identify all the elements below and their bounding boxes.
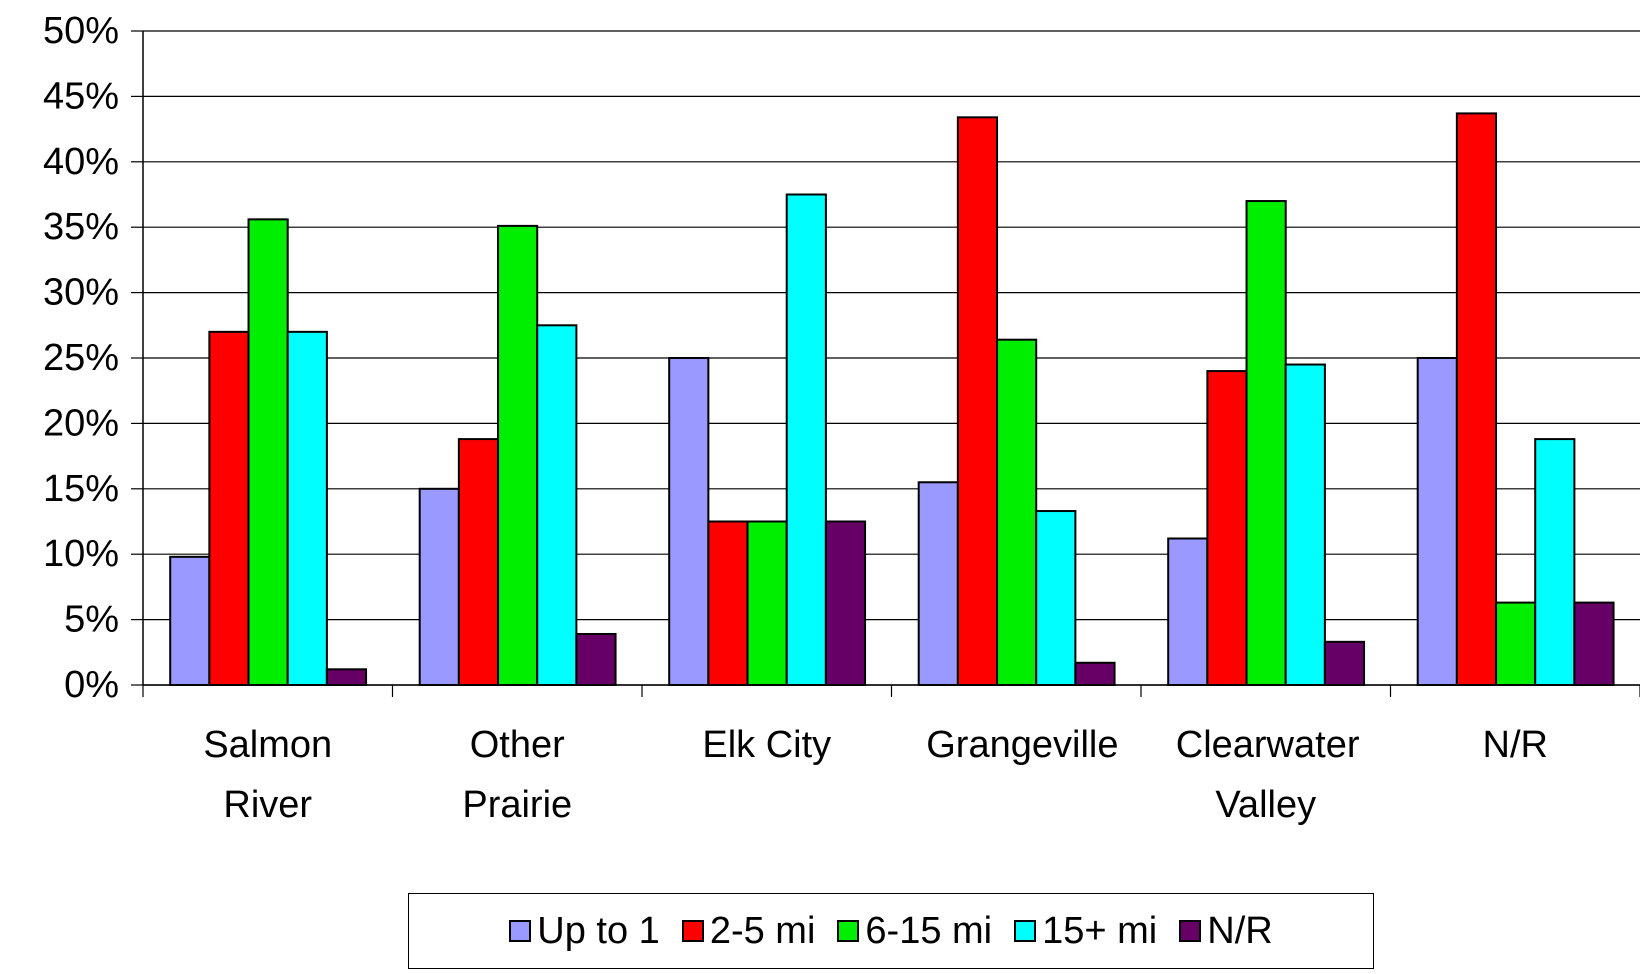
bar bbox=[1074, 661, 1116, 686]
bar bbox=[1167, 537, 1209, 687]
bar bbox=[575, 632, 617, 686]
y-tick-label: 5% bbox=[64, 599, 119, 641]
x-tick-label: N/R bbox=[1390, 715, 1640, 775]
bar bbox=[824, 520, 867, 686]
bar bbox=[917, 481, 959, 687]
y-tick-label: 20% bbox=[43, 402, 119, 444]
bar bbox=[1245, 200, 1287, 686]
legend-swatch bbox=[837, 920, 860, 942]
bar bbox=[1323, 640, 1366, 686]
bar bbox=[1035, 510, 1077, 687]
x-tick-label: Other Prairie bbox=[392, 715, 642, 835]
bar bbox=[457, 438, 500, 687]
bar bbox=[208, 330, 250, 686]
legend-label: 6-15 mi bbox=[865, 909, 993, 952]
x-tick-label: Clearwater Valley bbox=[1141, 715, 1391, 835]
bar bbox=[1416, 357, 1458, 686]
y-tick-label: 30% bbox=[43, 272, 119, 314]
legend-swatch bbox=[681, 920, 704, 942]
x-tick-label: Elk City bbox=[642, 715, 892, 775]
y-tick-label: 40% bbox=[43, 141, 119, 183]
bar bbox=[286, 330, 328, 686]
bar bbox=[1534, 438, 1576, 687]
legend-label: Up to 1 bbox=[537, 909, 660, 952]
x-tick-text: Grangeville bbox=[926, 724, 1119, 766]
legend-item: 15+ mi bbox=[1014, 910, 1157, 953]
x-tick-text: Clearwater Valley bbox=[1175, 724, 1360, 826]
y-tick-label: 35% bbox=[43, 206, 119, 248]
legend-item: Up to 1 bbox=[509, 910, 660, 953]
x-tick-text: Salmon River bbox=[203, 724, 333, 826]
x-tick-text: Elk City bbox=[702, 724, 832, 766]
bar bbox=[536, 324, 578, 686]
legend-swatch bbox=[1179, 920, 1202, 942]
bar bbox=[785, 193, 827, 686]
bar bbox=[1455, 112, 1498, 687]
bar bbox=[668, 357, 710, 686]
y-tick-label: 0% bbox=[64, 664, 119, 706]
y-tick-label: 10% bbox=[43, 533, 119, 575]
bar bbox=[247, 218, 289, 687]
y-tick-label: 50% bbox=[43, 10, 119, 52]
legend-item: N/R bbox=[1179, 909, 1273, 953]
x-tick-text: Other Prairie bbox=[462, 724, 573, 826]
y-tick-label: 45% bbox=[43, 75, 119, 117]
bar bbox=[746, 520, 788, 686]
bar bbox=[418, 487, 460, 686]
legend-label: N/R bbox=[1207, 909, 1273, 952]
bar bbox=[325, 668, 368, 687]
x-tick-label: Grangeville bbox=[891, 715, 1141, 775]
legend-swatch bbox=[1014, 920, 1037, 942]
bar bbox=[1573, 601, 1615, 687]
bar bbox=[956, 116, 999, 686]
legend: Up to 1 2-5 mi 6-15 mi 15+ mi N/R bbox=[408, 893, 1374, 969]
bar bbox=[497, 224, 539, 686]
y-tick-label: 15% bbox=[43, 468, 119, 510]
x-tick-label: Salmon River bbox=[143, 715, 393, 835]
x-tick-text: N/R bbox=[1482, 724, 1548, 766]
bar bbox=[1284, 363, 1326, 686]
bar bbox=[707, 520, 749, 686]
legend-item: 6-15 mi bbox=[837, 910, 992, 953]
legend-label: 15+ mi bbox=[1042, 909, 1158, 952]
legend-label: 2-5 mi bbox=[709, 909, 816, 952]
legend-swatch bbox=[509, 920, 532, 942]
bar bbox=[996, 338, 1038, 686]
bar bbox=[169, 555, 211, 686]
legend-item: 2-5 mi bbox=[681, 909, 816, 953]
bar bbox=[1495, 601, 1537, 687]
y-tick-label: 25% bbox=[43, 337, 119, 379]
bar bbox=[1206, 370, 1248, 686]
